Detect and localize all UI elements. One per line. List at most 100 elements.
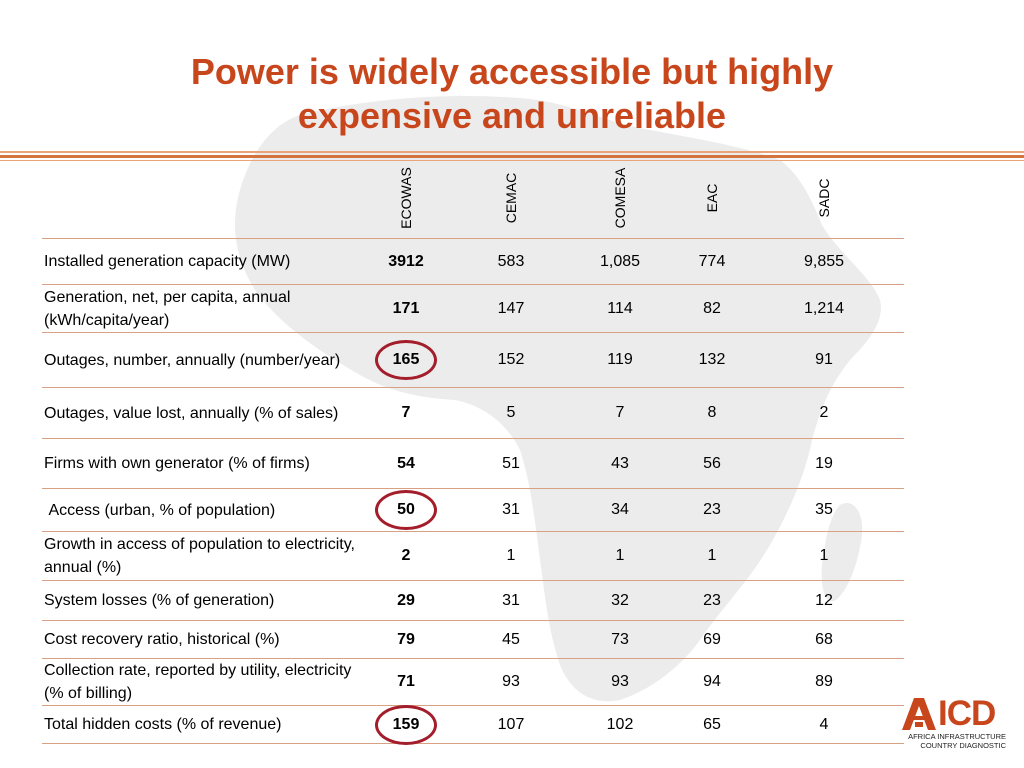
value-cell: 774 [672,239,752,284]
cell-value: 1 [506,547,516,564]
cell-value: 3912 [388,252,424,270]
cell-value: 23 [703,501,721,518]
value-cell: 35 [784,489,864,531]
cell-value: 2 [819,404,829,421]
cell-value: 91 [815,351,833,368]
table-row: System losses (% of generation) 29 31 32 23 1… [42,581,904,621]
value-cell: 132 [672,333,752,387]
aicd-logo-mark: ICD [902,696,996,732]
title-divider [0,155,1024,158]
value-cell: 82 [672,285,752,332]
table-row: Cost recovery ratio, historical (%) 79 45 7… [42,621,904,659]
value-cell: 23 [672,581,752,620]
column-header-label: CEMAC [503,172,519,224]
cell-value: 1 [707,547,717,564]
value-cell: 2 [784,388,864,438]
cell-value: 94 [703,673,721,690]
value-cell: 43 [580,439,660,488]
value-cell: 32 [580,581,660,620]
column-header-label: ECOWAS [398,167,414,229]
cell-value: 35 [815,501,833,518]
value-cell: 1 [580,532,660,580]
cell-value: 31 [502,591,520,609]
cell-value: 31 [502,501,520,518]
table-row: Outages, number, annually (number/year) 1… [42,333,904,388]
row-label: Firms with own generator (% of firms) [44,455,310,472]
cell-value: 5 [506,404,516,421]
cell-value: 43 [611,454,629,472]
cell-value: 93 [502,673,520,690]
cell-value: 54 [397,454,415,472]
table-header: ECOWAS CEMAC COMESA EAC SADC [42,158,904,239]
highlight-circle [375,340,437,380]
value-cell: 583 [471,239,551,284]
cell-value: 583 [497,252,525,270]
row-label: Cost recovery ratio, historical (%) [44,631,280,648]
title-line-1: Power is widely accessible but highly [190,51,834,92]
value-cell: 1,085 [580,239,660,284]
cell-value: 8 [707,404,717,421]
column-header-comesa: COMESA [600,158,640,238]
cell-value: 107 [497,715,525,733]
cell-value: 1 [819,547,829,564]
table-row: Firms with own generator (% of firms) 54 5… [42,439,904,489]
value-cell: 91 [784,333,864,387]
value-cell: 31 [471,581,551,620]
cell-value: 1,214 [803,299,845,317]
cell-value: 9,855 [803,252,845,270]
value-cell: 4 [784,706,864,743]
value-cell: 1 [672,532,752,580]
value-cell: 56 [672,439,752,488]
value-cell: 23 [672,489,752,531]
row-label: System losses (% of generation) [44,592,275,609]
data-table: ECOWAS CEMAC COMESA EAC SADC Installed gener… [42,158,904,745]
cell-value: 32 [611,591,629,609]
value-cell: 1 [471,532,551,580]
cell-value: 51 [502,454,520,472]
row-label: Outages, value lost, annually (% of sale… [44,404,339,422]
value-cell: 31 [471,489,551,531]
cell-value: 93 [611,673,629,690]
cell-value: 147 [497,299,525,317]
cell-value: 1 [615,547,625,564]
value-cell: 34 [580,489,660,531]
row-label: Access (urban, % of population) [44,501,276,519]
value-cell: 45 [471,621,551,658]
value-cell: 9,855 [784,239,864,284]
table-row: Collection rate, reported by utility, el… [42,659,904,706]
table-row: Access (urban, % of population) 50 31 34 23 3… [42,489,904,532]
value-cell-highlighted: 165 [366,333,446,387]
cell-value: 65 [703,715,721,733]
value-cell-highlighted: 54 [366,439,446,488]
slide-title: Power is widely accessible but highly ex… [0,50,1024,138]
value-cell: 93 [471,659,551,705]
row-label: Installed generation capacity (MW) [44,253,291,270]
cell-value: 73 [611,630,629,648]
column-header-eac: EAC [692,158,732,238]
aicd-subtitle-line-2: COUNTRY DIAGNOSTIC [920,741,1006,750]
aicd-subtitle-line-1: AFRICA INFRASTRUCTURE [908,732,1006,741]
cell-value: 89 [815,673,833,690]
value-cell: 152 [471,333,551,387]
cell-value: 29 [397,591,415,609]
cell-value: 2 [401,547,411,564]
highlight-circle [375,704,437,745]
cell-value: 45 [502,630,520,648]
column-header-label: EAC [704,183,720,213]
value-cell: 114 [580,285,660,332]
cell-value: 69 [703,630,721,648]
value-cell: 68 [784,621,864,658]
value-cell-highlighted: 71 [366,659,446,705]
cell-value: 171 [392,299,420,317]
value-cell: 119 [580,333,660,387]
aicd-a-icon [902,698,936,730]
cell-value: 71 [397,673,415,690]
cell-value: 56 [703,454,721,472]
cell-value: 12 [815,591,833,609]
cell-value: 152 [497,351,525,368]
aicd-logo: ICD AFRICA INFRASTRUCTURE COUNTRY DIAGNO… [896,696,1006,756]
row-label: Collection rate, reported by utility, el… [44,662,356,702]
value-cell: 19 [784,439,864,488]
cell-value: 79 [397,630,415,648]
highlight-circle [375,490,437,530]
